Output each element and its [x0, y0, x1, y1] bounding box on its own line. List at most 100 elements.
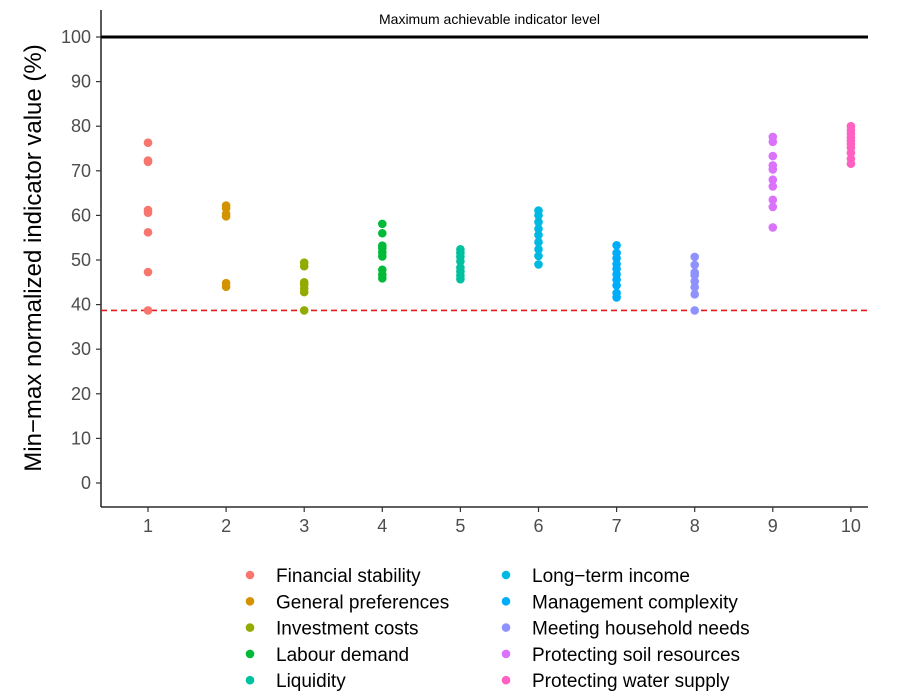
data-point — [378, 265, 387, 275]
legend-label: Protecting water supply — [532, 671, 730, 692]
data-point — [299, 278, 309, 287]
data-point — [534, 251, 543, 261]
legend-item: Protecting water supply — [501, 671, 730, 692]
x-tick-label: 9 — [768, 516, 778, 536]
data-point — [143, 267, 153, 277]
legend-marker — [245, 570, 255, 580]
x-tick-label: 10 — [841, 516, 861, 536]
legend-item: Labour demand — [245, 645, 409, 666]
series-investment-costs — [299, 258, 309, 315]
legend-marker — [501, 675, 511, 685]
data-point — [143, 138, 153, 148]
data-point — [534, 217, 543, 227]
data-point — [690, 290, 699, 299]
y-tick-label: 0 — [81, 473, 91, 493]
legend-label: Liquidity — [276, 671, 346, 692]
data-point — [612, 248, 621, 258]
y-tick-label: 10 — [71, 428, 91, 448]
data-point — [456, 244, 465, 254]
series-long-term-income — [534, 206, 543, 269]
data-point — [768, 151, 778, 161]
legend-marker — [245, 649, 255, 659]
y-tick-label: 70 — [71, 161, 91, 181]
legend-marker — [501, 649, 511, 659]
data-point — [143, 306, 153, 315]
series-financial-stability — [143, 138, 153, 315]
legend-item: Meeting household needs — [501, 619, 750, 640]
legend-label: Meeting household needs — [532, 619, 750, 640]
legend-label: Protecting soil resources — [532, 645, 740, 666]
legend-marker — [245, 597, 255, 606]
series-labour-demand — [378, 219, 387, 283]
maximum-level-annotation: Maximum achievable indicator level — [379, 11, 600, 27]
legend-marker — [501, 623, 511, 632]
data-point — [221, 201, 231, 210]
data-point — [846, 121, 856, 131]
series-meeting-household-needs — [690, 252, 699, 315]
x-tick-label: 5 — [455, 516, 465, 536]
legend-label: Long−term income — [532, 566, 690, 587]
data-point — [690, 252, 699, 262]
data-points — [143, 121, 856, 315]
series-protecting-water-supply — [846, 121, 856, 168]
legend-item: Management complexity — [501, 592, 738, 613]
data-point — [690, 260, 699, 270]
plot-area: Min−max normalized indicator value (%) 0… — [20, 10, 868, 536]
data-point — [378, 219, 387, 229]
y-tick-label: 20 — [71, 384, 91, 404]
x-tick-label: 1 — [143, 516, 153, 536]
x-tick-label: 6 — [533, 516, 543, 536]
legend-label: Financial stability — [276, 566, 421, 587]
data-point — [690, 268, 699, 277]
data-point — [768, 175, 778, 185]
data-point — [534, 224, 543, 234]
data-point — [378, 241, 387, 251]
data-point — [534, 206, 543, 215]
legend-item: Long−term income — [501, 566, 690, 587]
series-protecting-soil-resources — [768, 132, 778, 232]
data-point — [534, 237, 543, 247]
data-point — [534, 260, 543, 269]
legend-marker — [501, 597, 511, 606]
legend-marker — [501, 570, 511, 580]
y-tick-label: 80 — [71, 116, 91, 136]
data-point — [612, 240, 621, 250]
legend-label: General preferences — [276, 592, 449, 613]
x-tick-label: 2 — [221, 516, 231, 536]
series-general-preferences — [221, 201, 231, 292]
legend-marker — [245, 675, 255, 685]
legend-item: Investment costs — [245, 619, 419, 640]
y-tick-label: 40 — [71, 295, 91, 315]
data-point — [299, 306, 309, 315]
y-axis-title: Min−max normalized indicator value (%) — [20, 44, 47, 472]
legend-item: Financial stability — [245, 566, 421, 587]
data-point — [534, 230, 543, 240]
legend-marker — [245, 623, 255, 632]
x-tick-label: 3 — [299, 516, 309, 536]
data-point — [768, 182, 778, 191]
x-tick-label: 8 — [690, 516, 700, 536]
x-tick-label: 7 — [612, 516, 622, 536]
data-point — [534, 244, 543, 254]
data-point — [768, 195, 778, 205]
y-tick-label: 30 — [71, 339, 91, 359]
data-point — [299, 258, 309, 267]
y-tick-label: 60 — [71, 205, 91, 225]
data-point — [768, 161, 778, 170]
y-tick-label: 100 — [61, 27, 91, 47]
y-tick-label: 90 — [71, 72, 91, 92]
legend-label: Management complexity — [532, 592, 738, 613]
legend-item: Liquidity — [245, 671, 346, 692]
data-point — [143, 156, 153, 165]
data-point — [456, 263, 465, 272]
data-point — [612, 288, 621, 298]
legend: Financial stability General preferences In… — [245, 566, 750, 692]
y-tick-label: 50 — [71, 250, 91, 270]
data-point — [221, 278, 231, 288]
legend-label: Labour demand — [276, 645, 409, 666]
x-tick-label: 4 — [377, 516, 387, 536]
data-point — [690, 306, 699, 315]
legend-item: Protecting soil resources — [501, 645, 740, 666]
data-point — [768, 132, 778, 142]
series-liquidity — [456, 244, 465, 284]
